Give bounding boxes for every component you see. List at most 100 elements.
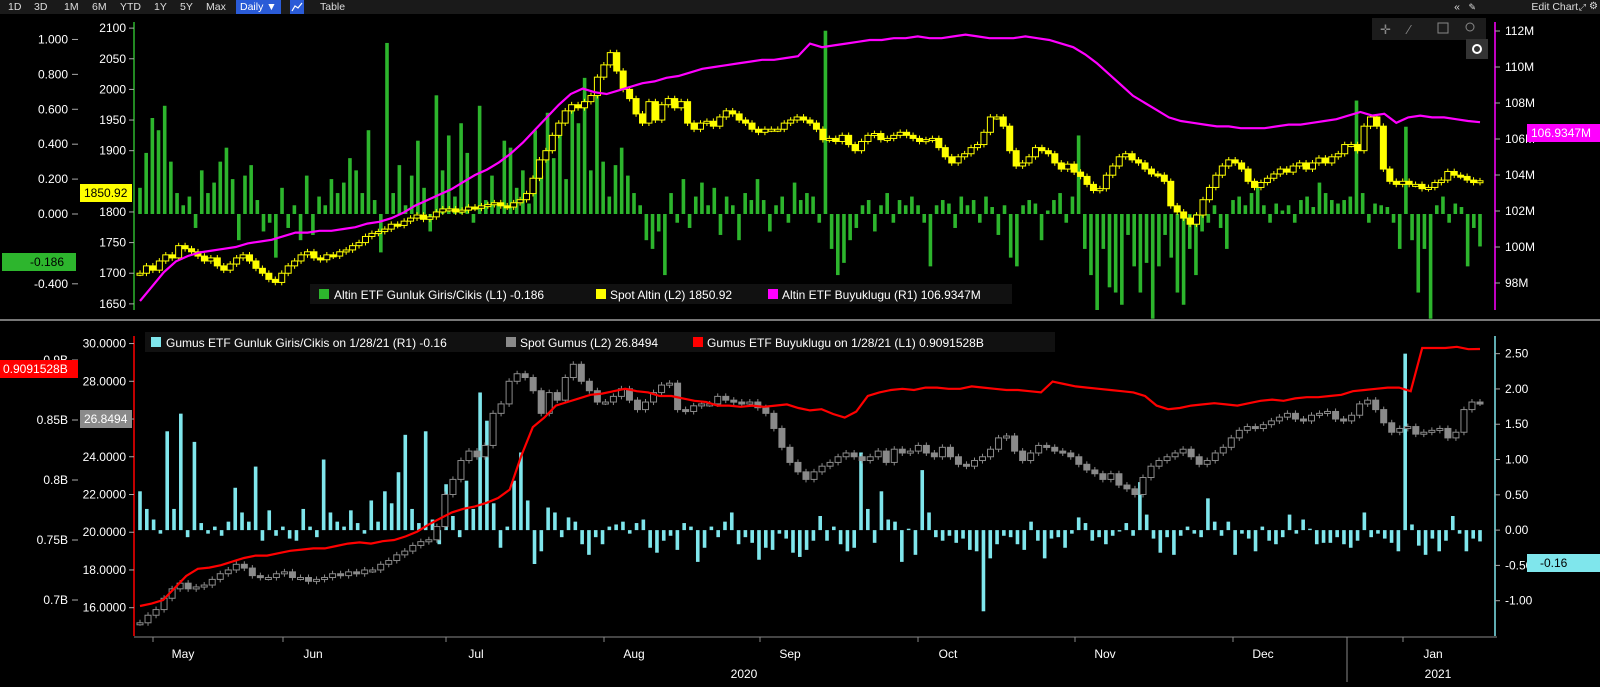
gold-price-candle bbox=[1115, 156, 1123, 167]
gold-flow-bar bbox=[181, 205, 186, 214]
gold-flow-bar bbox=[1200, 214, 1204, 232]
silver-flow-bar bbox=[328, 512, 333, 531]
chart-type-icon[interactable] bbox=[290, 0, 304, 14]
silver-flow-bar bbox=[682, 523, 686, 531]
silver-price-candle bbox=[930, 452, 938, 458]
gold-l2-tick-label: 1650 bbox=[99, 297, 126, 311]
range-6m-button[interactable]: 6M bbox=[92, 1, 107, 13]
month-label: Nov bbox=[1094, 647, 1115, 661]
gold-flow-bar bbox=[1052, 200, 1056, 214]
silver-flow-bar bbox=[593, 530, 598, 538]
gold-flow-bar bbox=[1008, 214, 1013, 258]
frequency-dropdown[interactable]: Daily ▼ bbox=[236, 0, 281, 14]
month-label: Aug bbox=[623, 647, 644, 661]
gold-flow-bar bbox=[144, 152, 148, 214]
gold-price-candle bbox=[542, 150, 550, 161]
silver-price-candle bbox=[216, 573, 224, 580]
silver-flow-bar bbox=[247, 521, 251, 531]
range-ytd-button[interactable]: YTD bbox=[120, 1, 141, 13]
settings-gear-icon[interactable]: ⚙ bbox=[1589, 1, 1598, 12]
range-5y-button[interactable]: 5Y bbox=[180, 1, 193, 13]
gold-flow-bar bbox=[891, 214, 896, 223]
gold-price-candle bbox=[1102, 174, 1110, 190]
gold-price-candle bbox=[690, 122, 698, 130]
gold-price-candle bbox=[800, 116, 808, 121]
gold-panel: 1.000 0.800 0.600 0.400 0.200 0.000 -0.400 2100… bbox=[34, 21, 1535, 319]
silver-flow-bar bbox=[777, 530, 782, 534]
silver-flow-bar bbox=[866, 508, 870, 531]
silver-flow-bar bbox=[1396, 530, 1401, 552]
range-3d-button[interactable]: 3D bbox=[34, 1, 48, 13]
table-button[interactable]: Table bbox=[320, 1, 346, 13]
silver-flow-bar bbox=[362, 530, 367, 534]
pencil-icon[interactable]: ✎ bbox=[1468, 2, 1476, 12]
gold-flow-bar bbox=[1286, 205, 1291, 214]
gold-price-candle bbox=[374, 231, 382, 235]
crosshair-icon[interactable]: ✛ bbox=[1380, 22, 1391, 37]
silver-flow-bar bbox=[1226, 521, 1231, 531]
range-1m-button[interactable]: 1M bbox=[64, 1, 79, 13]
gold-legend: Altin ETF Gunluk Giris/Cikis (L1) -0.186… bbox=[310, 284, 1012, 304]
range-1y-button[interactable]: 1Y bbox=[154, 1, 167, 13]
draw-line-icon[interactable]: ∕ bbox=[1405, 22, 1412, 37]
gold-price-candle bbox=[162, 254, 170, 262]
gold-flow-bar bbox=[416, 140, 420, 214]
silver-price-candle bbox=[264, 577, 272, 581]
x-axis: May Jun Jul Aug Sep Oct Nov Dec Jan 2020 2021 bbox=[134, 636, 1497, 682]
collapse-icon[interactable]: « bbox=[1454, 1, 1460, 13]
range-max-button[interactable]: Max bbox=[206, 1, 226, 13]
gold-flow-bar bbox=[792, 182, 797, 214]
last-value-labels: 1850.92 -0.186 106.9347M 0.9091528B 26.8… bbox=[0, 124, 1600, 572]
silver-flow-bar bbox=[689, 526, 693, 531]
zoom-icon[interactable] bbox=[1465, 22, 1475, 32]
gold-price-candle bbox=[1476, 180, 1484, 184]
gold-price-candle bbox=[387, 223, 395, 230]
gold-price-candle bbox=[974, 144, 981, 149]
gold-flow-bar bbox=[323, 205, 328, 214]
gold-flow-bar bbox=[1225, 214, 1229, 249]
gold-flow-bar bbox=[249, 165, 253, 214]
silver-price-candle bbox=[200, 584, 208, 588]
gold-price-candle bbox=[1089, 183, 1097, 192]
expand-icon[interactable]: ⤢ bbox=[1578, 2, 1586, 12]
annotation-icon[interactable] bbox=[1437, 22, 1449, 34]
gold-price-candle bbox=[825, 137, 833, 141]
silver-price-candle bbox=[738, 401, 746, 405]
silver-flow-bar bbox=[1049, 530, 1054, 539]
silver-flow-bar bbox=[947, 530, 952, 536]
gold-price-candle bbox=[1366, 116, 1374, 127]
gold-price-candle bbox=[954, 156, 962, 164]
silver-price-candle bbox=[1123, 484, 1131, 490]
silver-l2-tick-label: 24.0000 bbox=[83, 450, 127, 464]
gold-price-legend-swatch bbox=[596, 289, 606, 299]
range-1d-button[interactable]: 1D bbox=[8, 1, 22, 13]
gold-l2-tick-label: 1950 bbox=[99, 113, 126, 127]
gold-price-candle bbox=[1257, 182, 1265, 188]
silver-price-candle bbox=[313, 578, 321, 582]
gold-flow-bar bbox=[953, 214, 957, 228]
edit-chart-button[interactable]: Edit Chart bbox=[1531, 1, 1578, 13]
silver-l1-tick-label: 0.85B bbox=[37, 413, 68, 427]
gold-flow-bar bbox=[1058, 193, 1062, 214]
silver-flow-bar bbox=[668, 530, 673, 536]
silver-flow-bar bbox=[1240, 530, 1244, 534]
gold-flow-bar bbox=[996, 214, 1001, 235]
silver-flow-bar bbox=[1097, 530, 1101, 538]
record-icon[interactable] bbox=[1472, 44, 1482, 54]
gold-price-candle bbox=[304, 251, 311, 256]
gold-flow-bar bbox=[1194, 214, 1198, 276]
silver-flow-bar bbox=[621, 521, 625, 531]
gold-price-candle bbox=[1186, 217, 1194, 225]
gold-flow-bar bbox=[1206, 214, 1211, 223]
silver-price-candle bbox=[898, 448, 906, 454]
gold-flow-bar bbox=[595, 95, 599, 214]
silver-flow-bar bbox=[1165, 530, 1169, 538]
gold-flow-bar bbox=[663, 214, 667, 276]
gold-flow-bar bbox=[1379, 205, 1383, 214]
gold-price-candle bbox=[1283, 168, 1291, 173]
silver-flow-bar bbox=[879, 491, 884, 531]
gold-price-candle bbox=[1437, 179, 1445, 184]
gold-flow-bar bbox=[940, 200, 945, 214]
silver-etf-size-line bbox=[139, 345, 1481, 608]
silver-flow-bar bbox=[1083, 523, 1088, 531]
